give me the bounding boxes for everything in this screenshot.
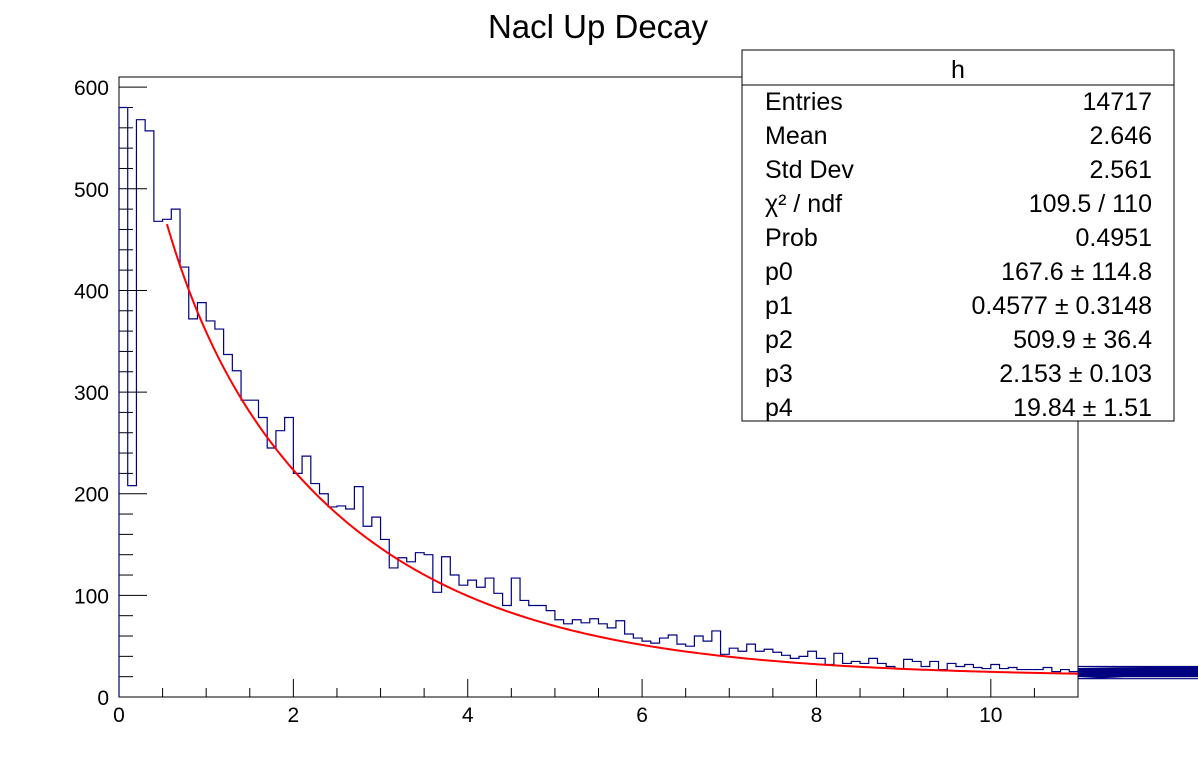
- stat-label: p4: [765, 394, 793, 422]
- stat-value: 167.6 ± 114.8: [1001, 258, 1152, 286]
- y-tick-label: 400: [74, 280, 109, 303]
- stat-value: 19.84 ± 1.51: [1013, 394, 1152, 422]
- stat-label: Std Dev: [765, 156, 854, 184]
- histogram-layer: [118, 106, 1198, 697]
- stat-label: χ² / ndf: [765, 190, 842, 218]
- stat-value: 2.153 ± 0.103: [999, 360, 1152, 388]
- y-axis: 0 100 200 300 400 500 600: [74, 77, 147, 710]
- stat-value: 0.4577 ± 0.3148: [971, 292, 1152, 320]
- stat-value: 109.5 / 110: [1029, 190, 1152, 218]
- x-tick-label: 4: [462, 704, 474, 727]
- x-tick-label: 10: [979, 704, 1002, 727]
- stats-box: h Entries 14717 Mean 2.646 Std Dev 2.561 χ² / …: [741, 49, 1175, 422]
- y-tick-label: 0: [97, 687, 109, 710]
- stats-rows: Entries 14717 Mean 2.646 Std Dev 2.561 χ² / nd…: [765, 88, 1152, 422]
- x-tick-label: 6: [636, 704, 648, 727]
- stat-value: 2.646: [1089, 122, 1152, 150]
- histogram-bars: [118, 106, 1198, 697]
- fit-curve-layer: [165, 223, 1079, 675]
- x-tick-label: 2: [288, 704, 300, 727]
- x-axis: 0 2 4 6 8 10: [113, 679, 1079, 727]
- y-tick-label: 300: [74, 382, 109, 405]
- chart-title: Nacl Up Decay: [488, 8, 709, 45]
- stats-box-title: h: [951, 56, 965, 84]
- stat-value: 14717: [1082, 88, 1152, 116]
- fit-curve: [165, 223, 1079, 675]
- y-tick-label: 500: [74, 179, 109, 202]
- y-tick-label: 600: [74, 77, 109, 100]
- stat-label: p3: [765, 360, 793, 388]
- stat-value: 0.4951: [1076, 224, 1152, 252]
- stat-label: p0: [765, 258, 793, 286]
- stat-label: p1: [765, 292, 793, 320]
- stat-label: Prob: [765, 224, 818, 252]
- stat-value: 509.9 ± 36.4: [1013, 326, 1152, 354]
- stat-value: 2.561: [1089, 156, 1152, 184]
- stats-box-frame: [741, 49, 1175, 422]
- stat-label: Entries: [765, 88, 843, 116]
- x-tick-label: 0: [113, 704, 125, 727]
- y-tick-label: 100: [74, 585, 109, 608]
- x-tick-label: 8: [811, 704, 823, 727]
- y-tick-label: 200: [74, 484, 109, 507]
- stat-label: Mean: [765, 122, 828, 150]
- stat-label: p2: [765, 326, 793, 354]
